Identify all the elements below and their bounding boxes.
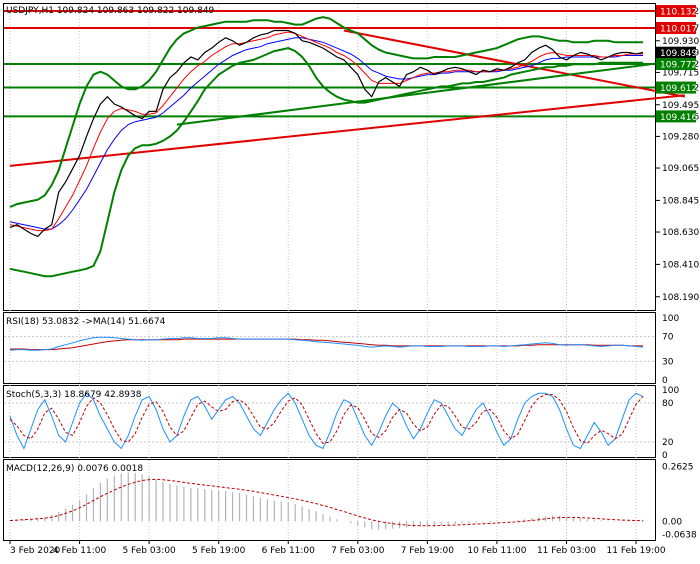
stoch-y-tick-label: 0 [662, 451, 668, 461]
price-tag [656, 110, 696, 123]
slow-ma-line [9, 37, 643, 230]
y-tick-label: 109.715 [662, 68, 699, 78]
stoch-layer [4, 392, 655, 450]
rsi-y-tick-label: 30 [662, 357, 674, 367]
stoch-y-tick-label: 80 [662, 399, 674, 409]
price-pane-title: USDJPY,H1 109.824 109.863 109.822 109.84… [6, 6, 215, 16]
y-tick-label: 108.410 [662, 260, 699, 270]
x-tick-label: 11 Feb 03:00 [537, 546, 596, 556]
stoch-pane-frame [3, 385, 656, 458]
price-tag [656, 81, 696, 94]
price-tag-label: 109.772 [660, 61, 697, 71]
macd-y-tick-label: -0.0638 [662, 531, 697, 541]
trendline [9, 94, 685, 167]
x-tick-label: 3 Feb 2020 [10, 546, 61, 556]
x-tick-label: 7 Feb 03:00 [331, 546, 385, 556]
price-tag [656, 5, 696, 18]
macd-signal-line [9, 478, 644, 527]
y-tick-label: 108.630 [662, 228, 699, 238]
rsi-y-tick-label: 0 [662, 376, 668, 386]
stoch-y-tick-label: 20 [662, 438, 674, 448]
stoch-signal-line [9, 394, 644, 444]
price-tag-label: 110.017 [660, 24, 697, 34]
price-pane-frame [3, 3, 656, 311]
price-tag-label: 109.849 [660, 49, 697, 59]
x-tick-label: 5 Feb 03:00 [122, 546, 176, 556]
x-tick-label: 6 Feb 11:00 [262, 546, 316, 556]
y-tick-label: 109.065 [662, 164, 699, 174]
price-tag [656, 21, 696, 34]
fast-ma-line [9, 31, 643, 232]
upper-envelope-line [9, 16, 643, 208]
x-tick-label: 11 Feb 19:00 [607, 546, 666, 556]
price-tag-label: 109.612 [660, 84, 697, 94]
y-tick-label: 108.845 [662, 196, 699, 206]
lower-envelope-line [9, 47, 643, 278]
x-tick-label: 4 Feb 11:00 [53, 546, 107, 556]
x-tick-label: 10 Feb 11:00 [467, 546, 526, 556]
y-tick-label: 109.280 [662, 132, 699, 142]
y-tick-label: 109.930 [662, 37, 699, 47]
rsi-layer [4, 336, 655, 362]
price-layer [4, 10, 685, 278]
trendline [176, 58, 685, 126]
rsi-y-tick-label: 70 [662, 333, 674, 343]
rsi-ma-line [10, 338, 643, 351]
grid-layer [9, 4, 637, 540]
x-tick-label: 5 Feb 19:00 [192, 546, 246, 556]
price-tag-label: 110.132 [660, 8, 697, 18]
price-tag [656, 58, 696, 71]
x-tick-label: 7 Feb 19:00 [401, 546, 455, 556]
y-tick-label: 109.495 [662, 101, 699, 111]
stoch-main-line [9, 392, 644, 450]
rsi-y-tick-label: 100 [662, 314, 679, 324]
macd-pane-frame [3, 459, 656, 541]
stoch-y-tick-label: 100 [662, 386, 679, 396]
macd-pane-title: MACD(12,26,9) 0.0076 0.0018 [6, 464, 143, 474]
y-tick-label: 108.190 [662, 293, 699, 303]
stoch-pane-title: Stoch(5,3,3) 18.8679 42.8938 [6, 390, 142, 400]
macd-layer [9, 472, 644, 530]
macd-y-tick-label: 0.2625 [662, 463, 694, 473]
rsi-pane-title: RSI(18) 53.0832 ->MA(14) 51.6674 [6, 317, 166, 327]
rsi-line [9, 336, 644, 351]
rsi-pane-frame [3, 312, 656, 384]
macd-y-tick-label: 0.00 [662, 517, 682, 527]
price-tag [656, 46, 696, 59]
price-tag-label: 109.416 [660, 113, 697, 123]
trendline [343, 29, 685, 98]
price-line [9, 29, 644, 238]
